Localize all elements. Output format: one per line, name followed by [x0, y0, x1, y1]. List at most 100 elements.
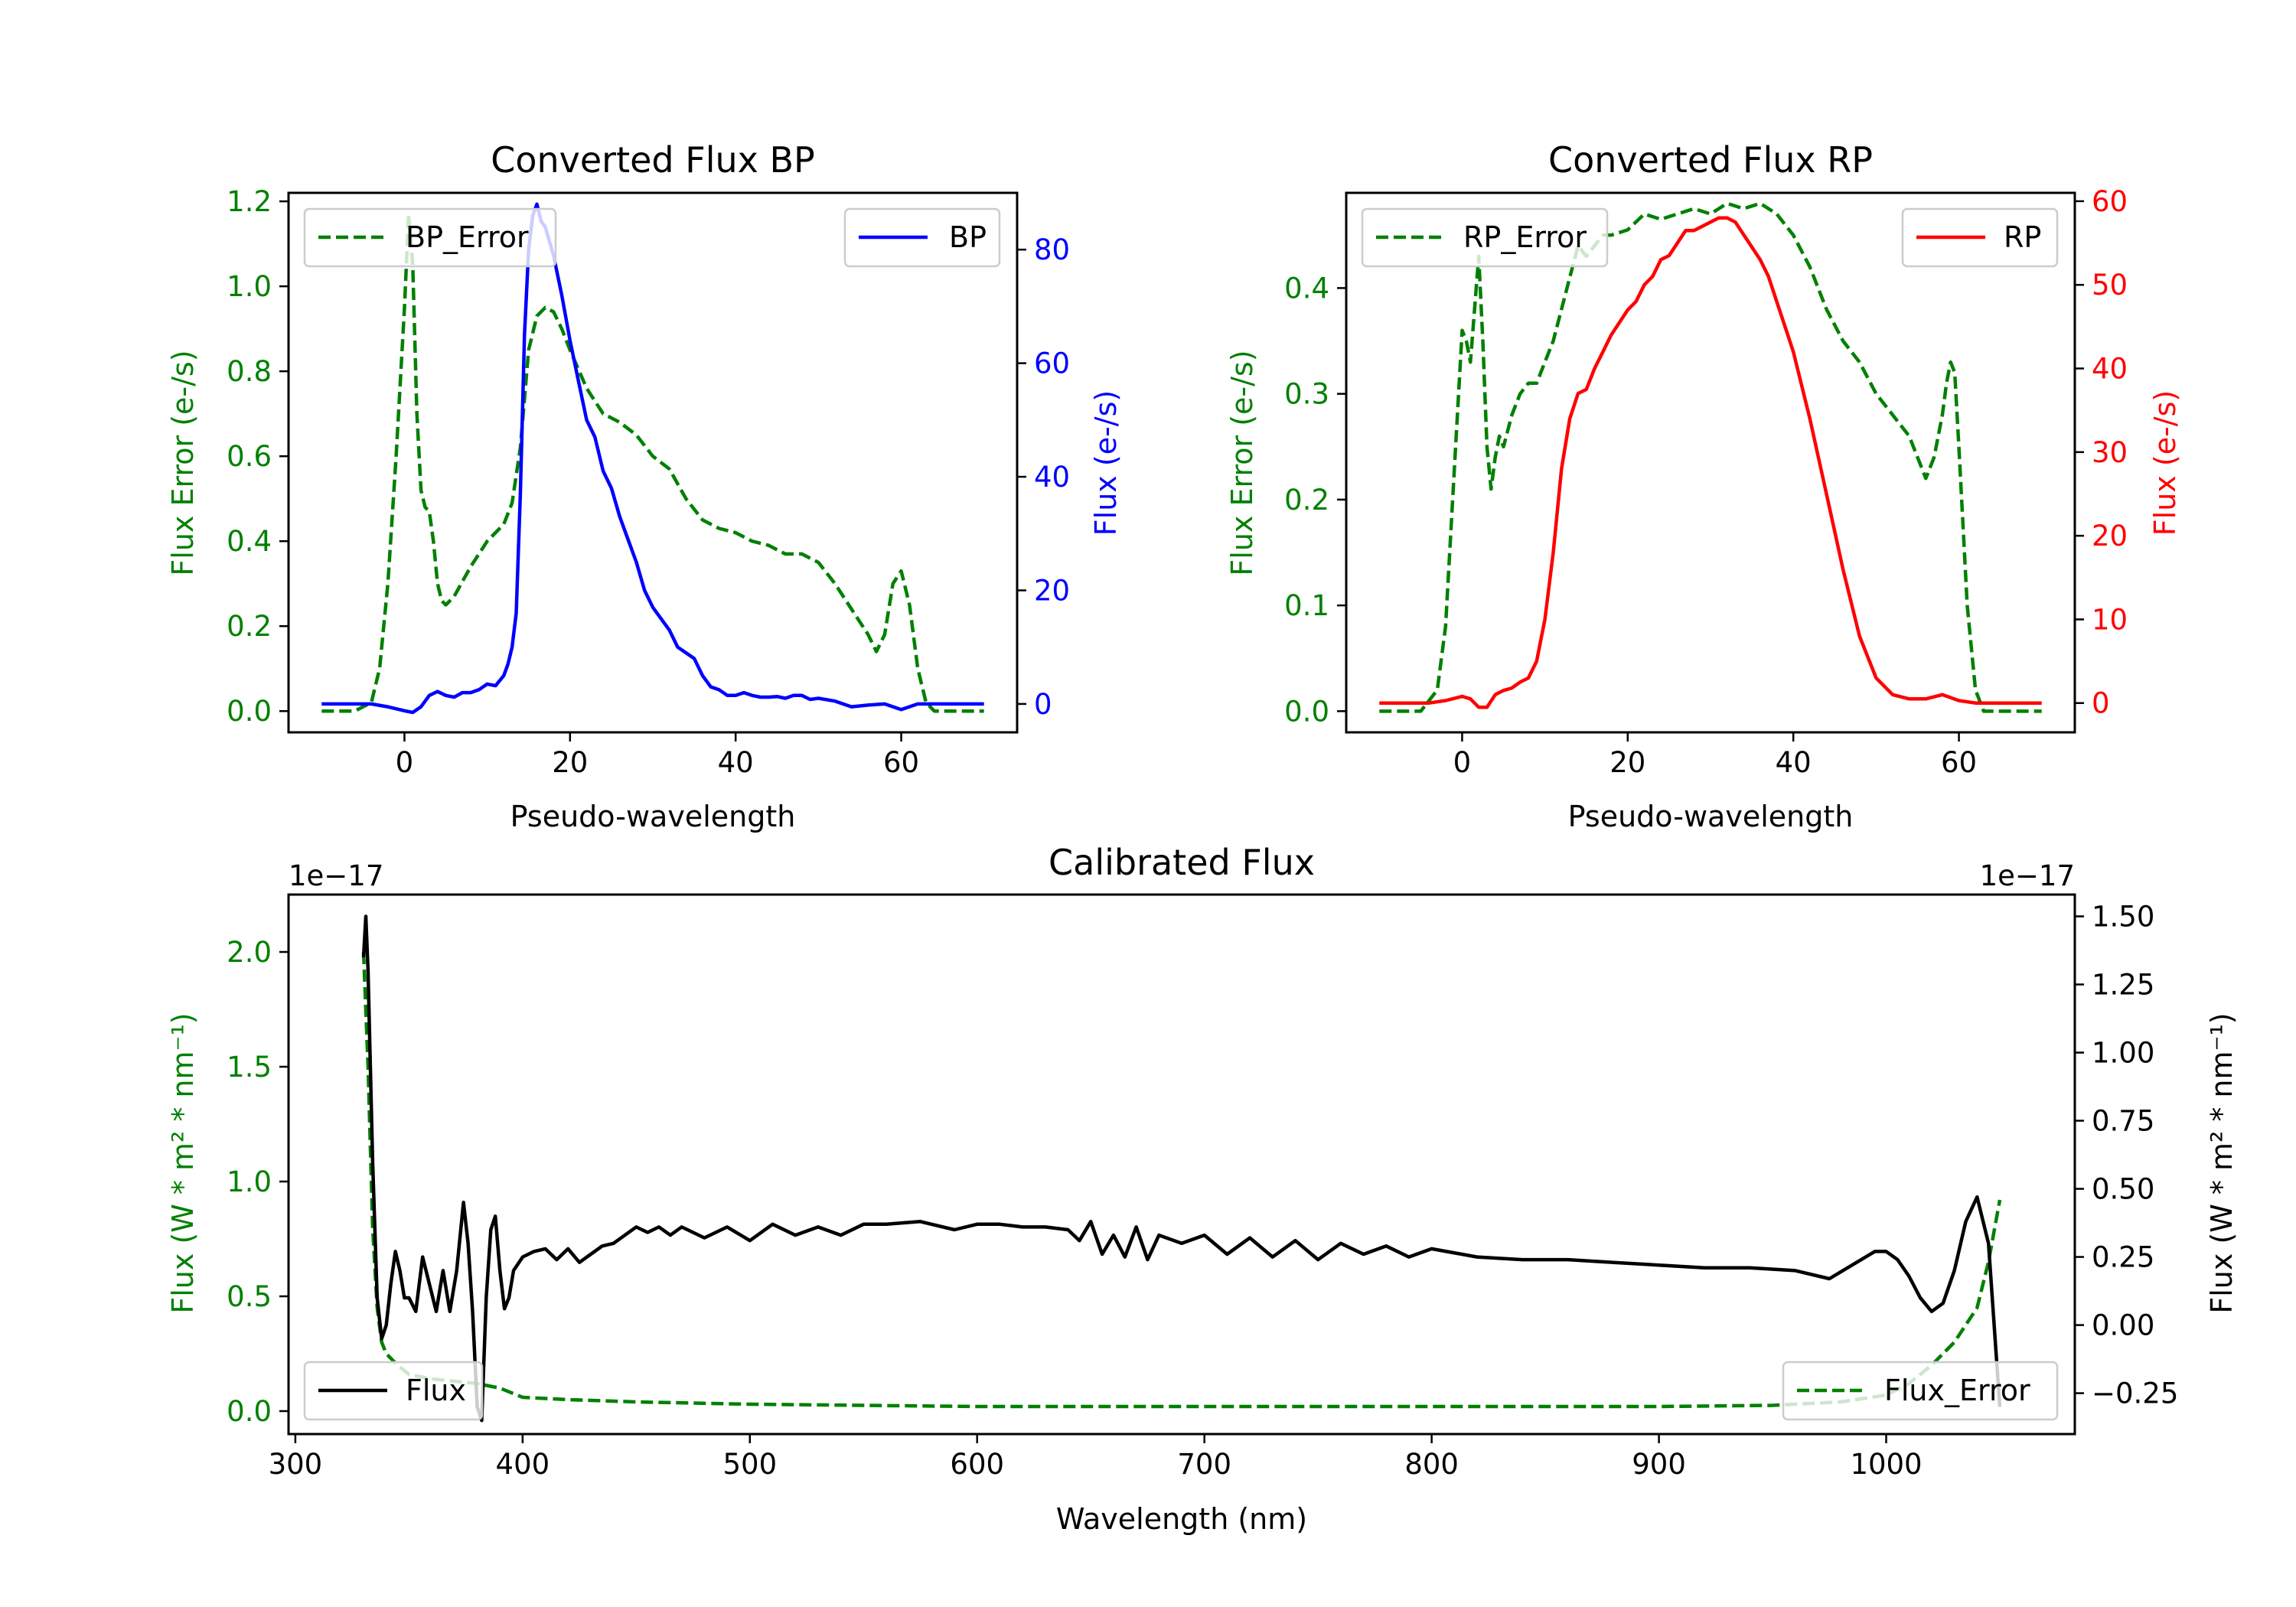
panel-bp-legend-left-label: BP_Error [406, 220, 529, 254]
ytick-right-label: 0.50 [2092, 1173, 2154, 1206]
xtick-label: 20 [552, 746, 588, 779]
xtick-label: 40 [1776, 746, 1812, 779]
series-line-rp [1379, 216, 2042, 709]
panel-rp-legend-left-box [1361, 207, 1609, 268]
xtick-label: 60 [1941, 746, 1977, 779]
ytick-right-label: 60 [1034, 347, 1070, 380]
panel-bp-legend-right: BP [843, 207, 1001, 268]
ytick-right-label: 1.50 [2092, 900, 2154, 933]
series-line-rp-error [1379, 201, 2042, 713]
ytick-left-label: 0.3 [1284, 378, 1329, 411]
panel-rp-ylabel-left: Flux Error (e-/s) [1225, 350, 1259, 575]
panel-bp-xlabel: Pseudo-wavelength [510, 800, 796, 833]
panel-calibrated-yticks-left: 0.0 0.5 1.0 1.5 2.0 [227, 936, 289, 1428]
panel-calibrated-title: Calibrated Flux [1049, 842, 1315, 883]
xtick-label: 0 [396, 746, 414, 779]
panel-bp-legend-left-box [303, 207, 557, 268]
ytick-right-label: 1.25 [2092, 969, 2154, 1002]
ytick-left-label: 0.0 [227, 695, 272, 728]
ytick-left-label: 0.5 [227, 1280, 272, 1313]
ytick-right-label: 40 [2092, 353, 2128, 386]
ytick-left-label: 0.8 [227, 355, 272, 388]
ytick-right-label: 0.00 [2092, 1309, 2154, 1342]
panel-rp-frame [1345, 191, 2076, 734]
ytick-right-label: 20 [2092, 520, 2128, 553]
panel-rp: Converted Flux RP Pseudo-wavelength Flux… [1225, 139, 2182, 833]
xtick-label: 400 [496, 1448, 550, 1481]
xtick-label: 900 [1632, 1448, 1686, 1481]
ytick-left-label: 0.6 [227, 440, 272, 473]
ytick-left-label: 0.0 [227, 1395, 272, 1428]
panel-calibrated-ylabel-left: Flux (W * m² * nm⁻¹) [166, 1012, 200, 1313]
series-line-flux [361, 914, 2002, 1423]
panel-calibrated-offset-right: 1e−17 [1980, 859, 2075, 892]
panel-rp-lines [1379, 201, 2042, 713]
panel-rp-yticks-right: 0 10 20 30 40 50 60 [2075, 185, 2128, 720]
panel-bp-ylabel-left: Flux Error (e-/s) [166, 350, 200, 575]
panel-bp-legend-right-label: BP [949, 220, 987, 254]
panel-calibrated-lines [361, 914, 2002, 1423]
panel-rp-xlabel: Pseudo-wavelength [1568, 800, 1854, 833]
ytick-left-label: 0.4 [227, 525, 272, 558]
panel-calibrated-xticks: 300 400 500 600 700 800 900 1000 [269, 1434, 1923, 1481]
panel-calibrated-frame [287, 893, 2076, 1436]
panel-calibrated-ylabel-right: Flux (W * m² * nm⁻¹) [2205, 1012, 2239, 1313]
xtick-label: 0 [1453, 746, 1472, 779]
series-line-bp-error [321, 212, 984, 713]
panel-rp-legend-right: RP [1901, 207, 2059, 268]
ytick-left-label: 1.0 [227, 1165, 272, 1198]
ytick-right-label: 50 [2092, 269, 2128, 302]
panel-calibrated-legend-left-label: Flux [406, 1374, 466, 1407]
panel-calibrated-xlabel: Wavelength (nm) [1056, 1502, 1307, 1536]
xtick-label: 300 [269, 1448, 323, 1481]
panel-rp-title: Converted Flux RP [1548, 139, 1873, 181]
panel-calibrated-offset-left: 1e−17 [289, 859, 383, 892]
series-line-bp [321, 202, 984, 715]
ytick-right-label: 80 [1034, 233, 1070, 266]
panel-calibrated-legend-right: Flux_Error [1782, 1361, 2059, 1421]
panel-bp-lines [321, 202, 984, 715]
xtick-label: 700 [1177, 1448, 1231, 1481]
panel-rp-xticks: 0 20 40 60 [1453, 732, 1977, 779]
ytick-left-label: 0.4 [1284, 272, 1329, 305]
ytick-right-label: 0.25 [2092, 1241, 2154, 1274]
panel-calibrated: Calibrated Flux 1e−17 1e−17 Wavelength (… [166, 842, 2239, 1536]
ytick-left-label: 0.2 [227, 610, 272, 643]
ytick-left-label: 1.0 [227, 270, 272, 303]
xtick-label: 800 [1404, 1448, 1459, 1481]
panel-bp-frame [287, 191, 1019, 734]
panel-bp-xticks: 0 20 40 60 [396, 732, 919, 779]
panel-bp-yticks-left: 0.0 0.2 0.4 0.6 0.8 1.0 1.2 [227, 185, 289, 728]
ytick-left-label: 2.0 [227, 936, 272, 969]
xtick-label: 500 [722, 1448, 777, 1481]
ytick-right-label: −0.25 [2092, 1377, 2178, 1410]
panel-rp-legend-left-label: RP_Error [1463, 220, 1587, 254]
panel-rp-legend-left: RP_Error [1361, 207, 1609, 268]
panel-rp-ylabel-right: Flux (e-/s) [2148, 390, 2182, 536]
panel-calibrated-legend-left-box [303, 1361, 484, 1421]
ytick-right-label: 10 [2092, 603, 2128, 636]
panel-bp-yticks-right: 0 20 40 60 80 [1017, 233, 1070, 721]
panel-bp-ylabel-right: Flux (e-/s) [1089, 390, 1123, 536]
series-line-flux-error [361, 951, 2002, 1409]
panel-bp-legend-left: BP_Error [303, 207, 557, 268]
xtick-label: 1000 [1850, 1448, 1922, 1481]
panel-rp-yticks-left: 0.0 0.1 0.2 0.3 0.4 [1284, 272, 1346, 728]
ytick-left-label: 1.2 [227, 185, 272, 218]
panel-rp-legend-right-label: RP [2004, 220, 2041, 254]
xtick-label: 20 [1609, 746, 1645, 779]
panel-calibrated-legend-right-label: Flux_Error [1884, 1374, 2030, 1407]
panel-calibrated-yticks-right: −0.25 0.00 0.25 0.50 0.75 1.00 1.25 1.50 [2075, 900, 2178, 1410]
ytick-right-label: 20 [1034, 574, 1070, 607]
xtick-label: 40 [718, 746, 754, 779]
ytick-right-label: 1.00 [2092, 1037, 2154, 1070]
ytick-left-label: 1.5 [227, 1051, 272, 1084]
ytick-right-label: 0 [2092, 687, 2110, 720]
panel-bp: Converted Flux BP Pseudo-wavelength Flux… [166, 139, 1123, 833]
panel-bp-title: Converted Flux BP [491, 139, 815, 181]
ytick-left-label: 0.2 [1284, 484, 1329, 517]
xtick-label: 600 [950, 1448, 1004, 1481]
xtick-label: 60 [883, 746, 919, 779]
ytick-right-label: 60 [2092, 185, 2128, 218]
